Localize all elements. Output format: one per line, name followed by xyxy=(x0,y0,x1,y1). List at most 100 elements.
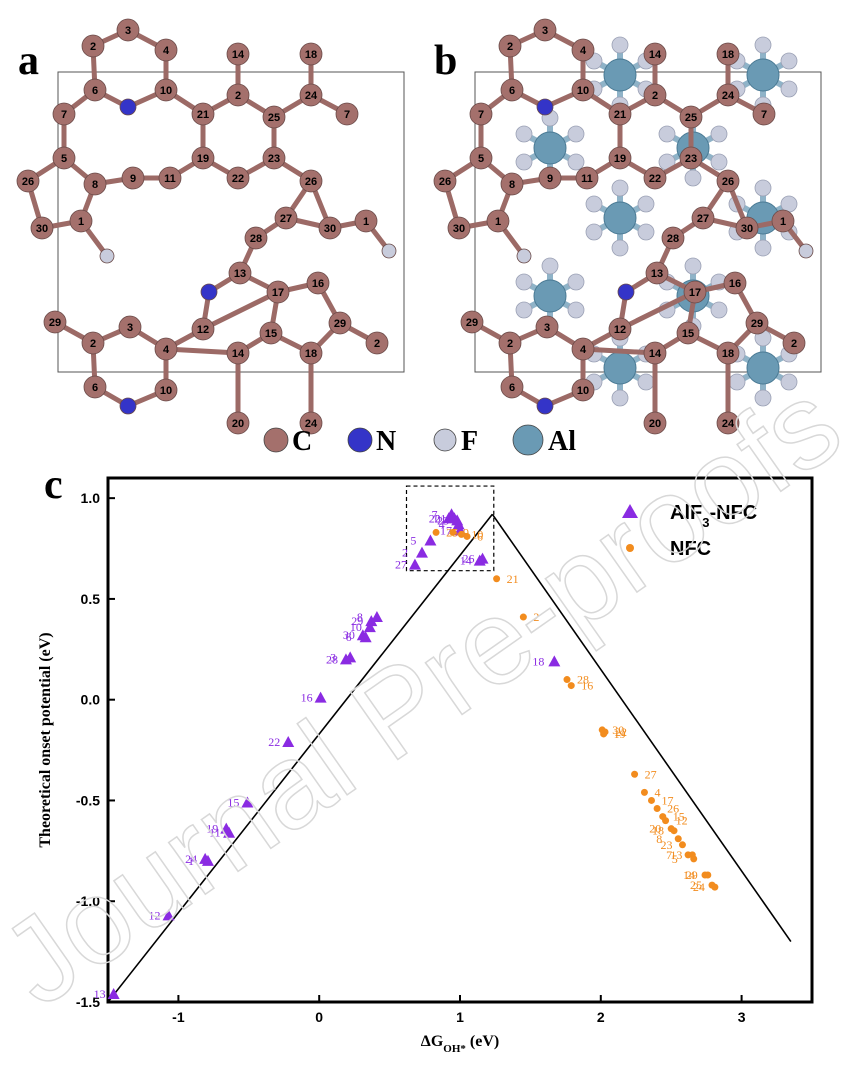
carbon-atom xyxy=(299,83,323,107)
aluminum-atom xyxy=(746,58,780,92)
data-point-nfc xyxy=(563,676,571,684)
atom-number-label: 19 xyxy=(197,153,209,165)
atom-number-label: 4 xyxy=(163,45,170,57)
data-label: 30 xyxy=(612,723,624,737)
fluorine-atom xyxy=(611,179,629,197)
atom-number-label: 6 xyxy=(509,382,515,394)
carbon-atom xyxy=(43,310,67,334)
data-label: 1 xyxy=(188,854,194,868)
unit-cell-box xyxy=(474,71,822,373)
fluorine-atom xyxy=(780,80,798,98)
carbon-atom xyxy=(716,341,740,365)
atom-number-label: 20 xyxy=(649,418,661,430)
data-label: 30 xyxy=(343,628,355,642)
data-label: 26 xyxy=(667,802,679,816)
atom-number-label: 24 xyxy=(305,90,318,102)
data-label: 8 xyxy=(357,610,363,624)
data-point-nfc xyxy=(449,528,457,536)
data-label: 24 xyxy=(693,880,705,894)
atom-number-label: 2 xyxy=(791,338,797,350)
nitrogen-atom xyxy=(536,397,554,415)
atom-number-label: 18 xyxy=(722,348,734,360)
x-axis-title: ΔGOH* (eV) xyxy=(421,1033,499,1055)
atom-number-label: 1 xyxy=(78,216,84,228)
data-point-nfc xyxy=(678,841,686,849)
carbon-atom xyxy=(83,78,107,102)
atom-number-label: 9 xyxy=(547,173,553,185)
y-tick-label: 1.0 xyxy=(81,490,101,506)
data-point-nfc xyxy=(631,770,639,778)
fluorine-atom xyxy=(780,373,798,391)
fluorine-atom xyxy=(710,153,728,171)
fluorine-atom xyxy=(541,257,559,275)
atom-number-label: 2 xyxy=(90,338,96,350)
carbon-atom xyxy=(116,18,140,42)
data-point-nfc xyxy=(711,883,719,891)
atom-number-label: 24 xyxy=(722,90,735,102)
atom-number-label: 29 xyxy=(466,317,478,329)
carbon-atom xyxy=(83,375,107,399)
atom-number-label: 18 xyxy=(305,348,317,360)
carbon-atom xyxy=(365,331,389,355)
carbon-atom xyxy=(259,321,283,345)
atom-number-label: 10 xyxy=(577,85,589,97)
data-point-alf3-nfc xyxy=(241,796,254,808)
carbon-atom xyxy=(683,280,707,304)
atom-number-label: 2 xyxy=(90,41,96,53)
atom-number-label: 30 xyxy=(741,223,753,235)
panel-letter-a: a xyxy=(18,38,39,84)
legend-atom-f-swatch xyxy=(433,428,457,452)
fluorine-atom xyxy=(585,195,603,213)
atom-number-label: 28 xyxy=(667,233,679,245)
data-label: 7 xyxy=(666,848,672,862)
data-label: 10 xyxy=(471,527,483,541)
atom-number-label: 4 xyxy=(580,45,587,57)
aluminum-atom xyxy=(603,351,637,385)
fluorine-atom xyxy=(567,273,585,291)
x-tick-label: 3 xyxy=(738,1009,746,1025)
carbon-atom xyxy=(154,78,178,102)
carbon-atom xyxy=(535,315,559,339)
data-label: 27 xyxy=(645,767,657,781)
data-label: 29 xyxy=(686,868,698,882)
atom-number-label: 2 xyxy=(652,90,658,102)
atom-number-label: 2 xyxy=(507,41,513,53)
y-tick-label: -1.5 xyxy=(76,994,100,1010)
carbon-atom xyxy=(500,78,524,102)
carbon-atom xyxy=(771,209,795,233)
x-tick-label: 1 xyxy=(456,1009,464,1025)
data-point-alf3-nfc xyxy=(107,987,120,999)
atom-number-label: 29 xyxy=(751,318,763,330)
legend-atom-al-label: Al xyxy=(548,426,576,457)
data-label: 29 xyxy=(351,614,363,628)
data-point-nfc xyxy=(432,528,440,536)
data-point-nfc xyxy=(704,871,712,879)
data-label: 27 xyxy=(395,558,407,572)
carbon-atom xyxy=(679,146,703,170)
data-label: 23 xyxy=(437,513,449,527)
data-label: 18 xyxy=(652,824,664,838)
carbon-atom xyxy=(716,411,740,435)
data-label: 12 xyxy=(149,908,161,922)
volcano-left-line xyxy=(107,513,494,1003)
data-label: 21 xyxy=(434,511,446,525)
carbon-atom xyxy=(500,172,524,196)
carbon-atom xyxy=(81,34,105,58)
legend-atom-n-swatch xyxy=(347,427,373,453)
data-label: 2 xyxy=(402,546,408,560)
carbon-atom xyxy=(266,280,290,304)
data-point-nfc xyxy=(690,855,698,863)
atom-number-label: 24 xyxy=(722,418,735,430)
data-label: 23 xyxy=(660,838,672,852)
atom-number-label: 24 xyxy=(305,418,318,430)
atom-number-label: 8 xyxy=(509,179,515,191)
carbon-atom xyxy=(154,378,178,402)
atom-number-label: 30 xyxy=(453,223,465,235)
carbon-atom xyxy=(52,146,76,170)
fluorine-atom xyxy=(754,389,772,407)
fluorine-atom xyxy=(99,248,115,264)
carbon-atom xyxy=(299,169,323,193)
aluminum-atom xyxy=(603,58,637,92)
carbon-atom xyxy=(745,311,769,335)
atom-number-label: 26 xyxy=(722,176,734,188)
